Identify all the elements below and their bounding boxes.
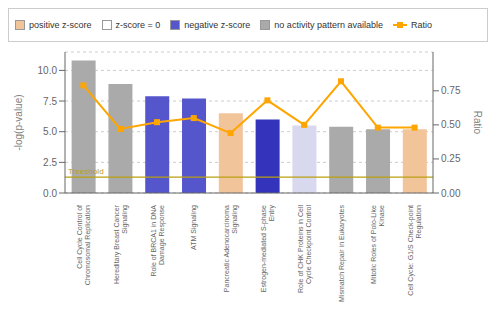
html-text:positive z-score: positive z-score [29, 20, 92, 30]
svg-text:10.0: 10.0 [38, 65, 58, 76]
html-text:negative z-score: negative z-score [184, 20, 251, 30]
svg-text:Estrogen-mediated S-phaseEntry: Estrogen-mediated S-phaseEntry [260, 205, 276, 293]
svg-text:-log(p-value): -log(p-value) [13, 94, 24, 150]
svg-text:Role of CHK Proteins in CellCy: Role of CHK Proteins in CellCycle Checkp… [297, 205, 313, 293]
svg-text:0.50: 0.50 [441, 119, 461, 130]
svg-text:0.25: 0.25 [441, 153, 461, 164]
svg-text:Cell Cycle Control ofChromosom: Cell Cycle Control ofChromosomal Replica… [76, 205, 92, 285]
svg-text:Hereditary Breast CancerSignal: Hereditary Breast CancerSignaling [113, 204, 129, 284]
svg-text:ATM Signaling: ATM Signaling [190, 205, 198, 250]
svg-text:Mismatch Repair in Eukaryotes: Mismatch Repair in Eukaryotes [338, 205, 346, 302]
svg-text:Pancreatic AdenocarcinomaSigna: Pancreatic AdenocarcinomaSignaling [223, 205, 239, 292]
svg-text:0.75: 0.75 [441, 85, 461, 96]
html-text:z-score = 0: z-score = 0 [115, 20, 161, 30]
svg-text:Cell Cycle: G1/S Check-pointRe: Cell Cycle: G1/S Check-pointRegulation [407, 205, 423, 296]
svg-text:5.0: 5.0 [43, 126, 57, 137]
svg-text:Role of BRCA1 in DNADamage Res: Role of BRCA1 in DNADamage Response [150, 205, 166, 277]
html-text:no activity pattern available: no activity pattern available [274, 20, 383, 30]
svg-text:Threshold: Threshold [68, 167, 104, 176]
html-text:Ratio: Ratio [410, 20, 432, 30]
svg-text:2.5: 2.5 [43, 157, 57, 168]
svg-text:Mitotic Roles of Polo-LikeKina: Mitotic Roles of Polo-LikeKinase [370, 205, 385, 284]
svg-text:Ratio: Ratio [472, 111, 483, 135]
svg-text:7.5: 7.5 [43, 96, 57, 107]
svg-text:0.0: 0.0 [43, 188, 57, 199]
svg-text:0.00: 0.00 [441, 188, 461, 199]
